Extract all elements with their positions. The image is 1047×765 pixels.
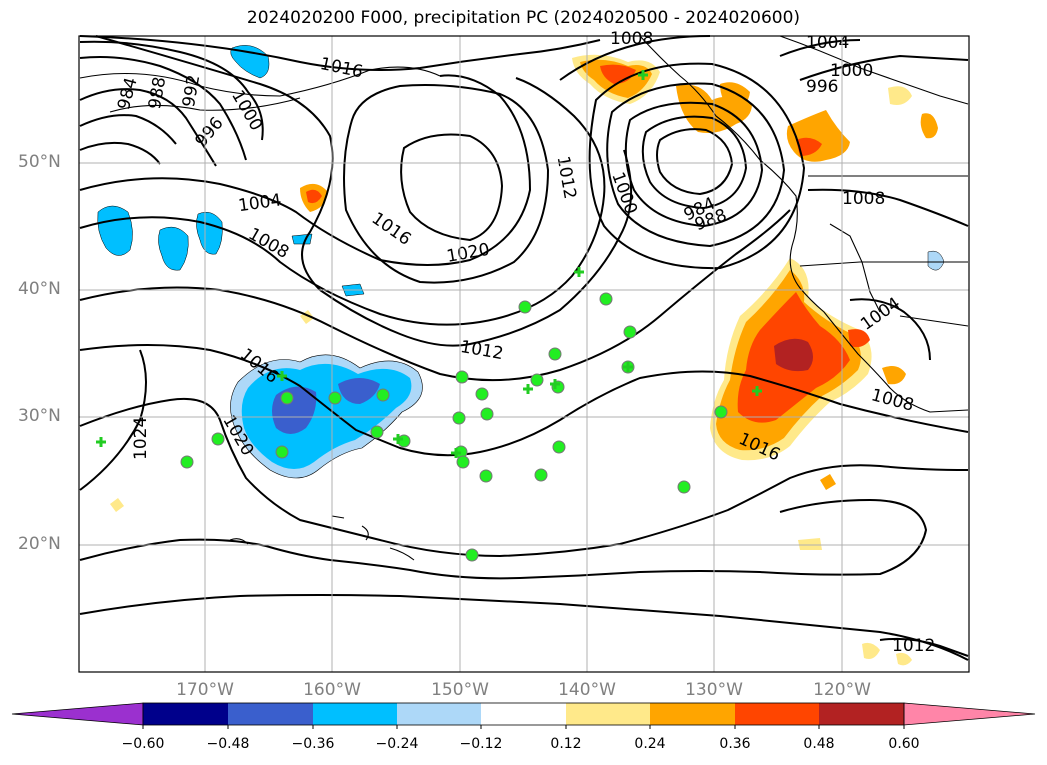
colorbar-tick-label: 0.12 [550, 736, 582, 752]
observation-crosses [96, 70, 762, 458]
observation-marker [397, 434, 411, 448]
observation-marker [180, 455, 194, 469]
lon-label: 140°W [558, 680, 616, 700]
colorbar-tick-label: −0.24 [375, 736, 419, 752]
colorbar-tick-label: −0.12 [459, 736, 503, 752]
lon-label: 160°W [303, 680, 361, 700]
isobar-label: 996 [806, 77, 838, 97]
observation-marker [328, 391, 342, 405]
lon-label: 170°W [176, 680, 234, 700]
observation-marker [530, 373, 544, 387]
observation-marker [456, 455, 470, 469]
observation-cross [451, 448, 461, 458]
isobar-label: 1024 [131, 417, 151, 460]
observation-cross [393, 434, 403, 444]
lon-label: 150°W [431, 680, 489, 700]
colorbar-tick-label: 0.48 [803, 736, 835, 752]
colorbar-tick-label: −0.60 [121, 736, 165, 752]
observation-cross [523, 384, 533, 394]
colorbar-segment [819, 703, 904, 725]
colorbar-tick-label: −0.48 [206, 736, 250, 752]
lon-label: 120°W [813, 680, 871, 700]
observation-marker [623, 325, 637, 339]
colorbar-segment [481, 703, 566, 725]
isobar-label: 1008 [610, 29, 653, 49]
lon-label: 130°W [685, 680, 743, 700]
colorbar-tick-label: 0.60 [888, 736, 920, 752]
observation-marker [376, 388, 390, 402]
colorbar [11, 702, 1036, 729]
colorbar-extend-high [903, 702, 1036, 726]
observation-marker [475, 387, 489, 401]
observation-marker [370, 425, 384, 439]
lat-label: 50°N [18, 152, 61, 172]
observation-marker [452, 411, 466, 425]
isobar-label: 1004 [806, 33, 849, 53]
observation-marker [552, 440, 566, 454]
map-title: 2024020200 F000, precipitation PC (20240… [246, 8, 801, 28]
graticule [79, 36, 969, 672]
observation-cross [623, 362, 633, 372]
isobar-label: 1012 [892, 636, 935, 656]
colorbar-extend-low [11, 702, 144, 726]
observation-marker [677, 480, 691, 494]
map-frame [78, 35, 970, 673]
colorbar-segment [228, 703, 313, 725]
observation-cross [574, 267, 584, 277]
colorbar-segment [735, 703, 819, 725]
observation-marker [275, 445, 289, 459]
observation-marker [599, 292, 613, 306]
observation-marker [548, 347, 562, 361]
observation-cross [277, 371, 287, 381]
observation-cross [752, 386, 762, 396]
observation-marker [479, 469, 493, 483]
observation-cross [96, 437, 106, 447]
lat-label: 40°N [18, 279, 61, 299]
observation-cross [550, 379, 560, 389]
colorbar-tick-label: 0.36 [719, 736, 751, 752]
colorbar-tick-label: 0.24 [634, 736, 666, 752]
observation-marker [455, 370, 469, 384]
observation-marker [480, 407, 494, 421]
lat-label: 20°N [18, 534, 61, 554]
colorbar-segment [143, 703, 228, 725]
observation-marker [534, 468, 548, 482]
isobar-label: 1008 [842, 189, 885, 209]
observation-marker [211, 432, 225, 446]
colorbar-segment [650, 703, 735, 725]
observation-marker [518, 300, 532, 314]
colorbar-segment [313, 703, 397, 725]
colorbar-tick-label: −0.36 [291, 736, 335, 752]
observation-cross [638, 70, 648, 80]
lat-label: 30°N [18, 406, 61, 426]
isobars [79, 35, 969, 661]
observation-marker [280, 391, 294, 405]
colorbar-segment [397, 703, 481, 725]
colorbar-segment [566, 703, 650, 725]
observation-marker [714, 405, 728, 419]
isobar-label: 1000 [830, 61, 873, 81]
observation-marker [465, 548, 479, 562]
